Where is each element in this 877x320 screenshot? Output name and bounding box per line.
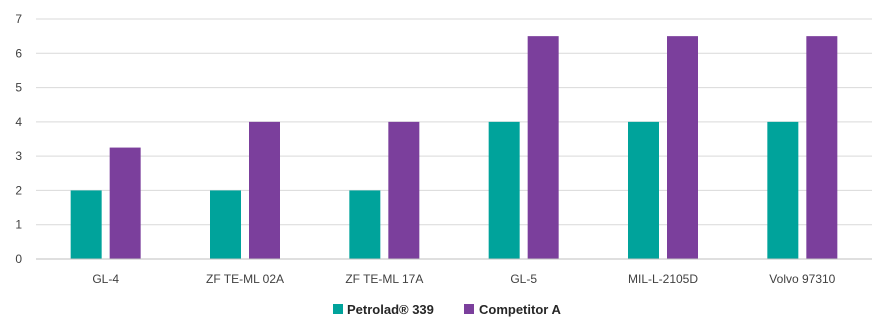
y-axis-tick-labels: 0 1 2 3 4 5 6 7 [15,12,22,266]
bars [70,36,838,260]
legend-swatch-competitor-a [464,304,474,314]
x-tick-label: Volvo 97310 [769,272,835,286]
x-tick-label: MIL-L-2105D [628,272,698,286]
y-tick-label: 7 [15,12,22,26]
gridlines [36,18,872,226]
y-tick-label: 2 [15,183,22,197]
y-tick-label: 0 [15,252,22,266]
legend-label-petrolad-339: Petrolad® 339 [347,302,434,317]
x-tick-label: GL-4 [92,272,119,286]
bar-petrolad-339-4 [628,121,659,259]
x-tick-label: ZF TE-ML 02A [206,272,284,286]
x-tick-label: GL-5 [510,272,537,286]
bar-competitor-a-3 [527,36,559,260]
bar-competitor-a-2 [388,121,420,259]
y-tick-label: 4 [15,115,22,129]
bar-petrolad-339-2 [349,190,381,259]
bar-competitor-a-0 [109,147,141,259]
bar-petrolad-339-1 [210,190,241,259]
bar-petrolad-339-0 [70,190,102,259]
y-tick-label: 1 [15,218,22,232]
bar-competitor-a-5 [806,36,838,260]
legend-swatch-petrolad-339 [333,304,343,314]
legend: Petrolad® 339 Competitor A [333,302,561,317]
y-tick-label: 6 [15,46,22,60]
x-tick-label: ZF TE-ML 17A [345,272,423,286]
bar-petrolad-339-5 [767,121,799,259]
legend-label-competitor-a: Competitor A [479,302,561,317]
y-tick-label: 5 [15,81,22,95]
bar-competitor-a-1 [249,121,280,259]
bar-competitor-a-4 [667,36,698,260]
bar-petrolad-339-3 [488,121,520,259]
x-axis-tick-labels: GL-4 ZF TE-ML 02A ZF TE-ML 17A GL-5 MIL-L-21… [92,272,835,286]
y-tick-label: 3 [15,149,22,163]
